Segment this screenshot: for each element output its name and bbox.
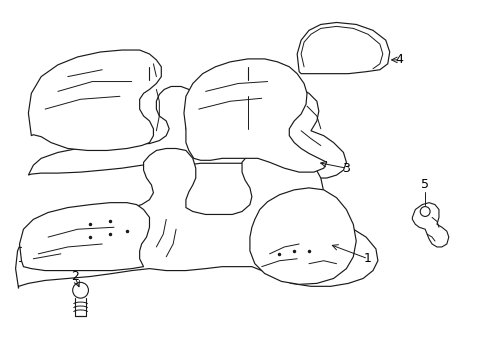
Polygon shape bbox=[183, 59, 326, 172]
Polygon shape bbox=[411, 203, 448, 247]
Text: 2: 2 bbox=[71, 270, 79, 283]
Polygon shape bbox=[28, 50, 161, 150]
Polygon shape bbox=[249, 188, 356, 284]
Text: 1: 1 bbox=[364, 252, 371, 265]
Text: 3: 3 bbox=[342, 162, 349, 175]
Polygon shape bbox=[28, 80, 346, 178]
Text: 5: 5 bbox=[420, 179, 428, 192]
Polygon shape bbox=[20, 203, 149, 271]
Polygon shape bbox=[297, 22, 389, 74]
Polygon shape bbox=[16, 145, 377, 288]
Text: 4: 4 bbox=[395, 53, 403, 66]
